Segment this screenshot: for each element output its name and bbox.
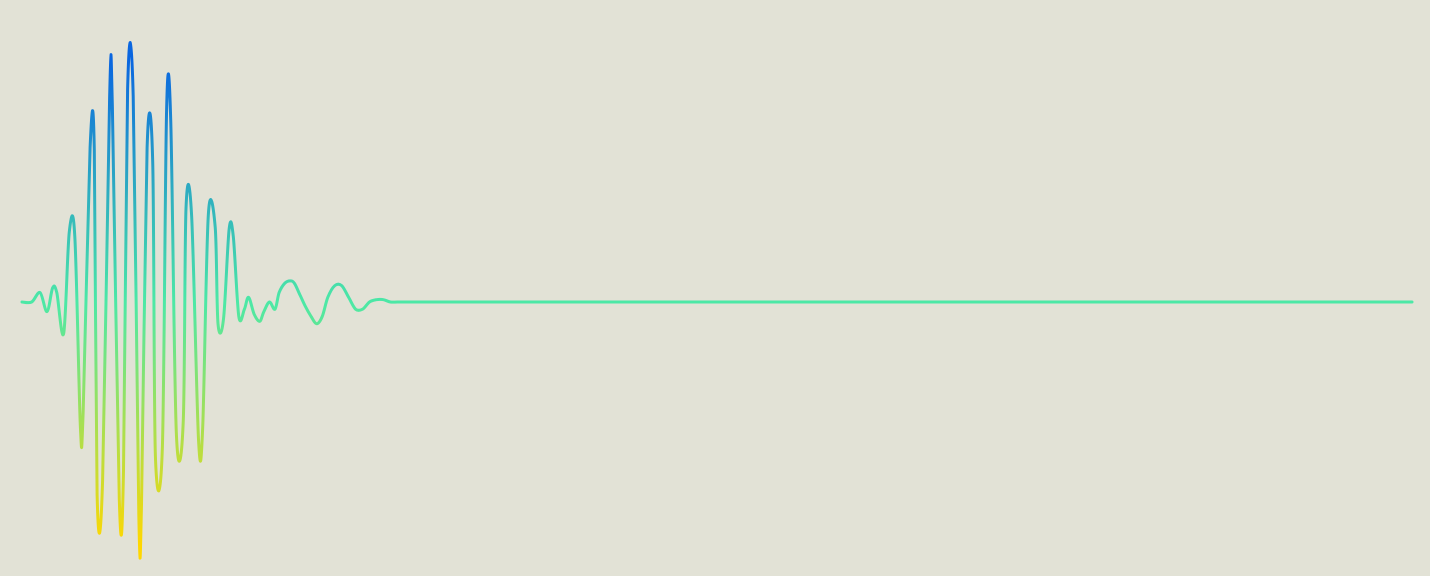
- series-line-0: [20, 41, 1414, 560]
- series-layer: [20, 41, 1414, 560]
